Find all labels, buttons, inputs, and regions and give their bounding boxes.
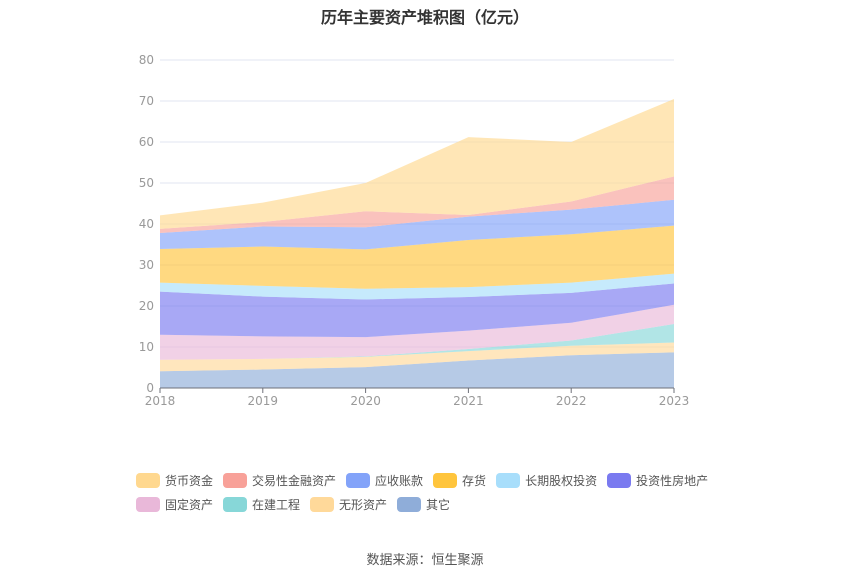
legend-item[interactable]: 在建工程 bbox=[223, 496, 300, 512]
y-tick-label: 60 bbox=[139, 135, 154, 149]
y-tick-label: 40 bbox=[139, 217, 154, 231]
legend-swatch bbox=[136, 496, 160, 512]
y-tick-label: 20 bbox=[139, 299, 154, 313]
legend-label: 应收账款 bbox=[375, 473, 424, 488]
x-tick-label: 2023 bbox=[659, 394, 690, 408]
legend-item[interactable]: 应收账款 bbox=[346, 472, 423, 488]
legend-item[interactable]: 固定资产 bbox=[136, 496, 213, 512]
legend-item[interactable]: 其它 bbox=[397, 496, 450, 512]
x-tick-label: 2020 bbox=[350, 394, 381, 408]
chart-title: 历年主要资产堆积图（亿元） bbox=[320, 8, 529, 27]
source-note: 数据来源：恒生聚源 bbox=[366, 553, 484, 568]
legend-swatch bbox=[223, 472, 248, 488]
area-在建工程 bbox=[160, 324, 674, 360]
legend-item[interactable]: 存货 bbox=[433, 472, 486, 488]
legend-swatch bbox=[496, 472, 521, 488]
x-tick-label: 2022 bbox=[556, 394, 587, 408]
x-tick-label: 2018 bbox=[145, 394, 176, 408]
legend-item[interactable]: 长期股权投资 bbox=[496, 472, 597, 488]
legend-label: 存货 bbox=[462, 473, 487, 488]
legend-swatch bbox=[607, 472, 632, 488]
legend-item[interactable]: 无形资产 bbox=[310, 496, 387, 512]
legend-label: 货币资金 bbox=[165, 473, 214, 488]
area-其它 bbox=[160, 352, 674, 388]
legend-label: 在建工程 bbox=[252, 497, 301, 512]
x-tick-label: 2021 bbox=[453, 394, 484, 408]
area-存货 bbox=[160, 225, 674, 289]
legend-item[interactable]: 货币资金 bbox=[136, 472, 213, 488]
legend-swatch bbox=[397, 496, 422, 512]
legend-label: 交易性金融资产 bbox=[252, 473, 337, 488]
legend-label: 长期股权投资 bbox=[525, 473, 598, 488]
legend-label: 投资性房地产 bbox=[636, 473, 709, 488]
legend-label: 无形资产 bbox=[339, 497, 388, 512]
legend-item[interactable]: 投资性房地产 bbox=[607, 472, 708, 488]
y-tick-label: 10 bbox=[139, 340, 154, 354]
y-tick-label: 70 bbox=[139, 94, 154, 108]
area-应收账款 bbox=[160, 199, 674, 250]
y-tick-label: 30 bbox=[139, 258, 154, 272]
area-无形资产 bbox=[160, 342, 674, 372]
legend-swatch bbox=[346, 472, 371, 488]
legend: 货币资金 交易性金融资产 应收账款 存货 长期股权投资 投资性房地产固定资产 在建工程 无形资… bbox=[136, 472, 736, 520]
area-固定资产 bbox=[160, 304, 674, 360]
legend-swatch bbox=[310, 496, 335, 512]
y-tick-label: 0 bbox=[146, 381, 154, 395]
y-tick-label: 80 bbox=[139, 53, 154, 67]
area-货币资金 bbox=[160, 98, 674, 229]
area-长期股权投资 bbox=[160, 273, 674, 300]
legend-swatch bbox=[223, 496, 248, 512]
legend-label: 固定资产 bbox=[165, 497, 214, 512]
legend-swatch bbox=[136, 472, 160, 488]
legend-item[interactable]: 交易性金融资产 bbox=[223, 472, 336, 488]
area-投资性房地产 bbox=[160, 283, 674, 338]
x-tick-label: 2019 bbox=[248, 394, 279, 408]
legend-swatch bbox=[433, 472, 458, 488]
y-tick-label: 50 bbox=[139, 176, 154, 190]
legend-label: 其它 bbox=[426, 497, 451, 512]
area-交易性金融资产 bbox=[160, 176, 674, 234]
